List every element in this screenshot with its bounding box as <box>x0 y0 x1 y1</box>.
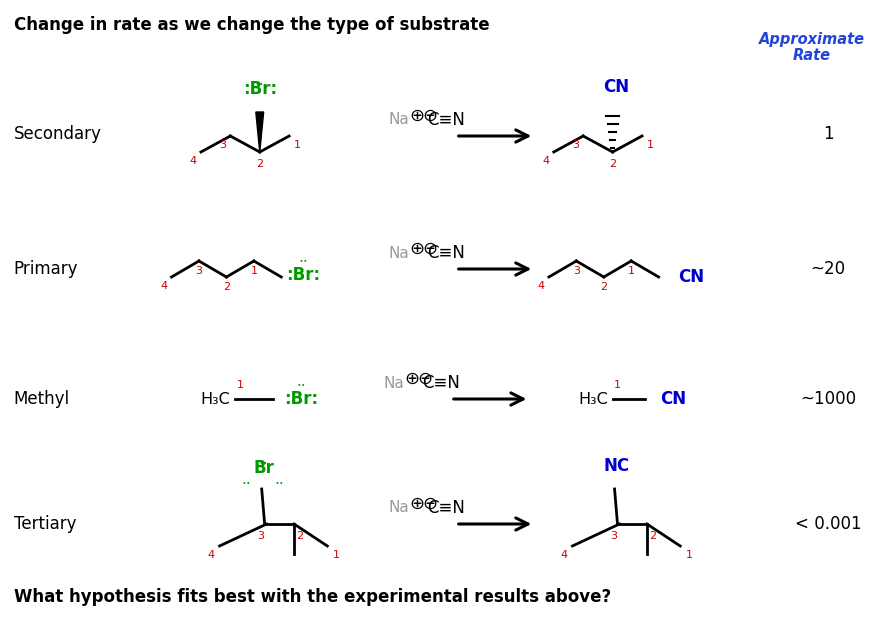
Text: ⊕: ⊕ <box>409 240 424 258</box>
Text: ~20: ~20 <box>811 260 846 278</box>
Text: 3: 3 <box>257 531 264 541</box>
Text: Na: Na <box>389 112 409 127</box>
Text: CN: CN <box>678 268 704 286</box>
Text: NC: NC <box>603 457 629 475</box>
Text: ⊕: ⊕ <box>409 495 424 513</box>
Text: ⋅⋅: ⋅⋅ <box>241 475 251 490</box>
Text: ⋅⋅: ⋅⋅ <box>259 456 268 470</box>
Text: 3: 3 <box>219 140 226 150</box>
Text: Primary: Primary <box>14 260 78 278</box>
Text: 2: 2 <box>600 282 607 292</box>
Text: :Br:: :Br: <box>286 266 320 284</box>
Text: CN: CN <box>661 390 687 408</box>
Text: Methyl: Methyl <box>14 390 70 408</box>
Text: 1: 1 <box>294 140 301 150</box>
Text: Rate: Rate <box>793 48 830 63</box>
Text: ⊕: ⊕ <box>404 370 420 388</box>
Text: 3: 3 <box>610 531 617 541</box>
Text: ⊖: ⊖ <box>423 240 438 258</box>
Text: 1: 1 <box>823 125 834 143</box>
Text: ⋅⋅: ⋅⋅ <box>296 378 306 392</box>
Text: H₃C: H₃C <box>578 391 607 406</box>
Text: < 0.001: < 0.001 <box>795 515 862 533</box>
Text: C≡N: C≡N <box>427 111 465 129</box>
Text: 2: 2 <box>256 159 263 169</box>
Text: :Br:: :Br: <box>284 390 318 408</box>
Text: Secondary: Secondary <box>14 125 101 143</box>
Text: 3: 3 <box>196 266 203 276</box>
Text: Tertiary: Tertiary <box>14 515 76 533</box>
Text: 4: 4 <box>160 281 167 291</box>
Text: 2: 2 <box>296 531 303 541</box>
Text: Change in rate as we change the type of substrate: Change in rate as we change the type of … <box>14 16 489 34</box>
Text: 1: 1 <box>628 266 635 276</box>
Text: ⋅⋅: ⋅⋅ <box>255 77 265 92</box>
Text: H₃C: H₃C <box>201 391 231 406</box>
Text: C≡N: C≡N <box>422 374 460 392</box>
Text: Na: Na <box>389 245 409 260</box>
Text: ~1000: ~1000 <box>801 390 857 408</box>
Text: Approximate: Approximate <box>759 32 864 47</box>
Text: :Br:: :Br: <box>243 80 277 98</box>
Polygon shape <box>256 112 264 152</box>
Text: Na: Na <box>389 500 409 515</box>
Text: 1: 1 <box>685 550 692 560</box>
Text: C≡N: C≡N <box>427 244 465 262</box>
Text: 4: 4 <box>538 281 545 291</box>
Text: 2: 2 <box>223 282 230 292</box>
Text: ⋅⋅: ⋅⋅ <box>274 475 284 490</box>
Text: 1: 1 <box>250 266 257 276</box>
Text: 2: 2 <box>609 159 616 169</box>
Text: 2: 2 <box>649 531 656 541</box>
Text: 1: 1 <box>333 550 340 560</box>
Text: Br: Br <box>253 459 274 477</box>
Text: 3: 3 <box>572 140 579 150</box>
Text: 3: 3 <box>572 266 579 276</box>
Text: 4: 4 <box>560 550 567 560</box>
Text: 1: 1 <box>647 140 654 150</box>
Text: Na: Na <box>384 376 405 391</box>
Text: ⊖: ⊖ <box>423 107 438 125</box>
Text: ⊕: ⊕ <box>409 107 424 125</box>
Text: ⊖: ⊖ <box>423 495 438 513</box>
Text: CN: CN <box>603 78 629 96</box>
Text: C≡N: C≡N <box>427 499 465 517</box>
Text: 4: 4 <box>207 550 214 560</box>
Text: ⋅⋅: ⋅⋅ <box>298 253 308 268</box>
Text: ⊖: ⊖ <box>418 370 433 388</box>
Text: What hypothesis fits best with the experimental results above?: What hypothesis fits best with the exper… <box>14 588 611 606</box>
Text: 4: 4 <box>543 156 550 166</box>
Text: 1: 1 <box>614 380 621 390</box>
Text: 1: 1 <box>237 380 244 390</box>
Text: 4: 4 <box>190 156 197 166</box>
